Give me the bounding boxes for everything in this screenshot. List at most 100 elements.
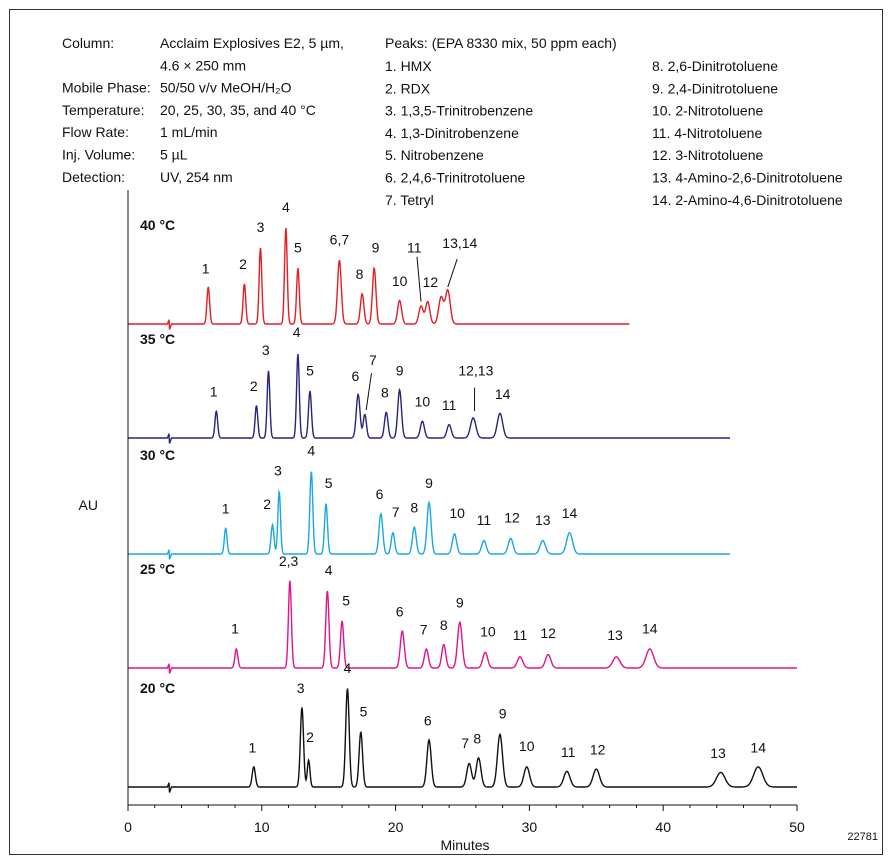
peak-legend-item: 2. RDX bbox=[385, 80, 431, 96]
peak-label: 11 bbox=[442, 397, 457, 413]
peak-legend-item: 8. 2,6-Dinitrotoluene bbox=[652, 58, 778, 74]
peak-legend-item: 9. 2,4-Dinitrotoluene bbox=[652, 80, 778, 96]
condition-value: 20, 25, 30, 35, and 40 °C bbox=[160, 102, 316, 118]
peak-label: 3 bbox=[262, 342, 270, 358]
peaks-header: Peaks: (EPA 8330 mix, 50 ppm each) bbox=[385, 35, 617, 51]
peak-label: 13 bbox=[710, 745, 726, 761]
temperature-label: 30 °C bbox=[140, 447, 175, 463]
peak-label: 10 bbox=[480, 624, 496, 640]
peak-legend-item: 12. 3-Nitrotoluene bbox=[652, 147, 764, 163]
peak-legend-item: 10. 2-Nitrotoluene bbox=[652, 103, 764, 119]
condition-label: Temperature: bbox=[62, 102, 144, 118]
peak-label: 11 bbox=[477, 512, 492, 528]
peak-label: 13 bbox=[607, 627, 623, 643]
temperature-label: 20 °C bbox=[140, 680, 175, 696]
condition-value: 50/50 v/v MeOH/H₂O bbox=[160, 80, 292, 96]
x-tick-label: 40 bbox=[655, 819, 671, 835]
peak-label: 8 bbox=[473, 730, 481, 746]
peak-label: 10 bbox=[415, 394, 431, 410]
chromatogram-line bbox=[128, 688, 797, 793]
condition-label: Column: bbox=[62, 35, 114, 51]
chromatogram-line bbox=[128, 227, 630, 330]
condition-value: Acclaim Explosives E2, 5 µm, bbox=[160, 35, 344, 51]
peak-label: 6,7 bbox=[330, 231, 350, 247]
peak-label: 2 bbox=[306, 729, 314, 745]
x-tick-label: 10 bbox=[254, 819, 270, 835]
x-tick-label: 20 bbox=[388, 819, 404, 835]
temperature-label: 40 °C bbox=[140, 217, 175, 233]
peak-label: 10 bbox=[449, 505, 465, 521]
peak-label: 8 bbox=[440, 617, 448, 633]
peak-label: 8 bbox=[356, 266, 364, 282]
peak-label: 10 bbox=[519, 738, 535, 754]
peak-label: 2,3 bbox=[279, 553, 299, 569]
peak-label: 12 bbox=[540, 625, 556, 641]
condition-value: 5 µL bbox=[160, 147, 188, 163]
peak-label: 4 bbox=[344, 660, 352, 676]
temperature-label: 25 °C bbox=[140, 561, 175, 577]
peak-label: 4 bbox=[282, 199, 290, 215]
condition-label: Inj. Volume: bbox=[62, 147, 135, 163]
peak-label: 11 bbox=[407, 239, 422, 255]
peak-label: 9 bbox=[499, 706, 507, 722]
condition-label: Detection: bbox=[62, 169, 125, 185]
peak-label: 8 bbox=[381, 385, 389, 401]
peak-label: 7 bbox=[369, 352, 377, 368]
y-axis-label: AU bbox=[79, 497, 98, 513]
peak-label: 4 bbox=[325, 562, 333, 578]
peak-label: 12 bbox=[590, 742, 606, 758]
peak-label: 14 bbox=[495, 386, 511, 402]
peak-label: 7 bbox=[392, 504, 400, 520]
peak-label: 6 bbox=[396, 603, 404, 619]
peak-legend-item: 3. 1,3,5-Trinitrobenzene bbox=[385, 103, 533, 119]
peak-label: 3 bbox=[274, 463, 282, 479]
peaks-legend: Peaks: (EPA 8330 mix, 50 ppm each) 1. HMX… bbox=[385, 35, 843, 208]
peak-label: 6 bbox=[376, 486, 384, 502]
peak-legend-item: 13. 4-Amino-2,6-Dinitrotoluene bbox=[652, 170, 843, 186]
peak-label: 9 bbox=[372, 239, 380, 255]
chromatogram-line bbox=[128, 580, 797, 674]
peak-label: 12,13 bbox=[458, 362, 493, 378]
peak-label: 1 bbox=[249, 739, 257, 755]
peak-label: 1 bbox=[210, 384, 218, 400]
peak-label: 3 bbox=[257, 219, 265, 235]
peak-label: 13 bbox=[535, 512, 551, 528]
peak-legend-item: 6. 2,4,6-Trinitrotoluene bbox=[385, 170, 526, 186]
peak-label: 9 bbox=[425, 475, 433, 491]
peak-legend-item: 5. Nitrobenzene bbox=[385, 147, 484, 163]
condition-label: Flow Rate: bbox=[62, 124, 129, 140]
peak-label: 1 bbox=[222, 501, 230, 517]
peak-label: 5 bbox=[325, 475, 333, 491]
peak-legend-item: 1. HMX bbox=[385, 58, 432, 74]
peak-label: 11 bbox=[561, 744, 576, 760]
peak-legend-item: 11. 4-Nitrotoluene bbox=[652, 125, 762, 141]
x-tick-label: 0 bbox=[124, 819, 132, 835]
peak-leader-line bbox=[365, 372, 373, 411]
peak-label: 12 bbox=[423, 274, 439, 290]
peak-label: 6 bbox=[424, 712, 432, 728]
peak-label: 14 bbox=[750, 739, 766, 755]
figure-id: 22781 bbox=[847, 831, 878, 843]
peak-label: 6 bbox=[352, 368, 360, 384]
peak-label: 5 bbox=[360, 703, 368, 719]
peak-label: 5 bbox=[294, 239, 302, 255]
condition-value: 4.6 × 250 mm bbox=[160, 57, 246, 73]
peak-label: 4 bbox=[293, 324, 301, 340]
peak-label: 9 bbox=[456, 595, 464, 611]
x-tick-label: 50 bbox=[789, 819, 805, 835]
x-axis-label: Minutes bbox=[440, 837, 489, 853]
x-tick-label: 30 bbox=[522, 819, 538, 835]
peak-label: 14 bbox=[642, 620, 658, 636]
peak-label: 7 bbox=[461, 735, 469, 751]
peak-label: 1 bbox=[202, 261, 210, 277]
peak-label: 2 bbox=[263, 496, 271, 512]
peak-label: 7 bbox=[420, 621, 428, 637]
chromatogram-line bbox=[128, 354, 730, 444]
chromatogram-line bbox=[128, 471, 730, 560]
